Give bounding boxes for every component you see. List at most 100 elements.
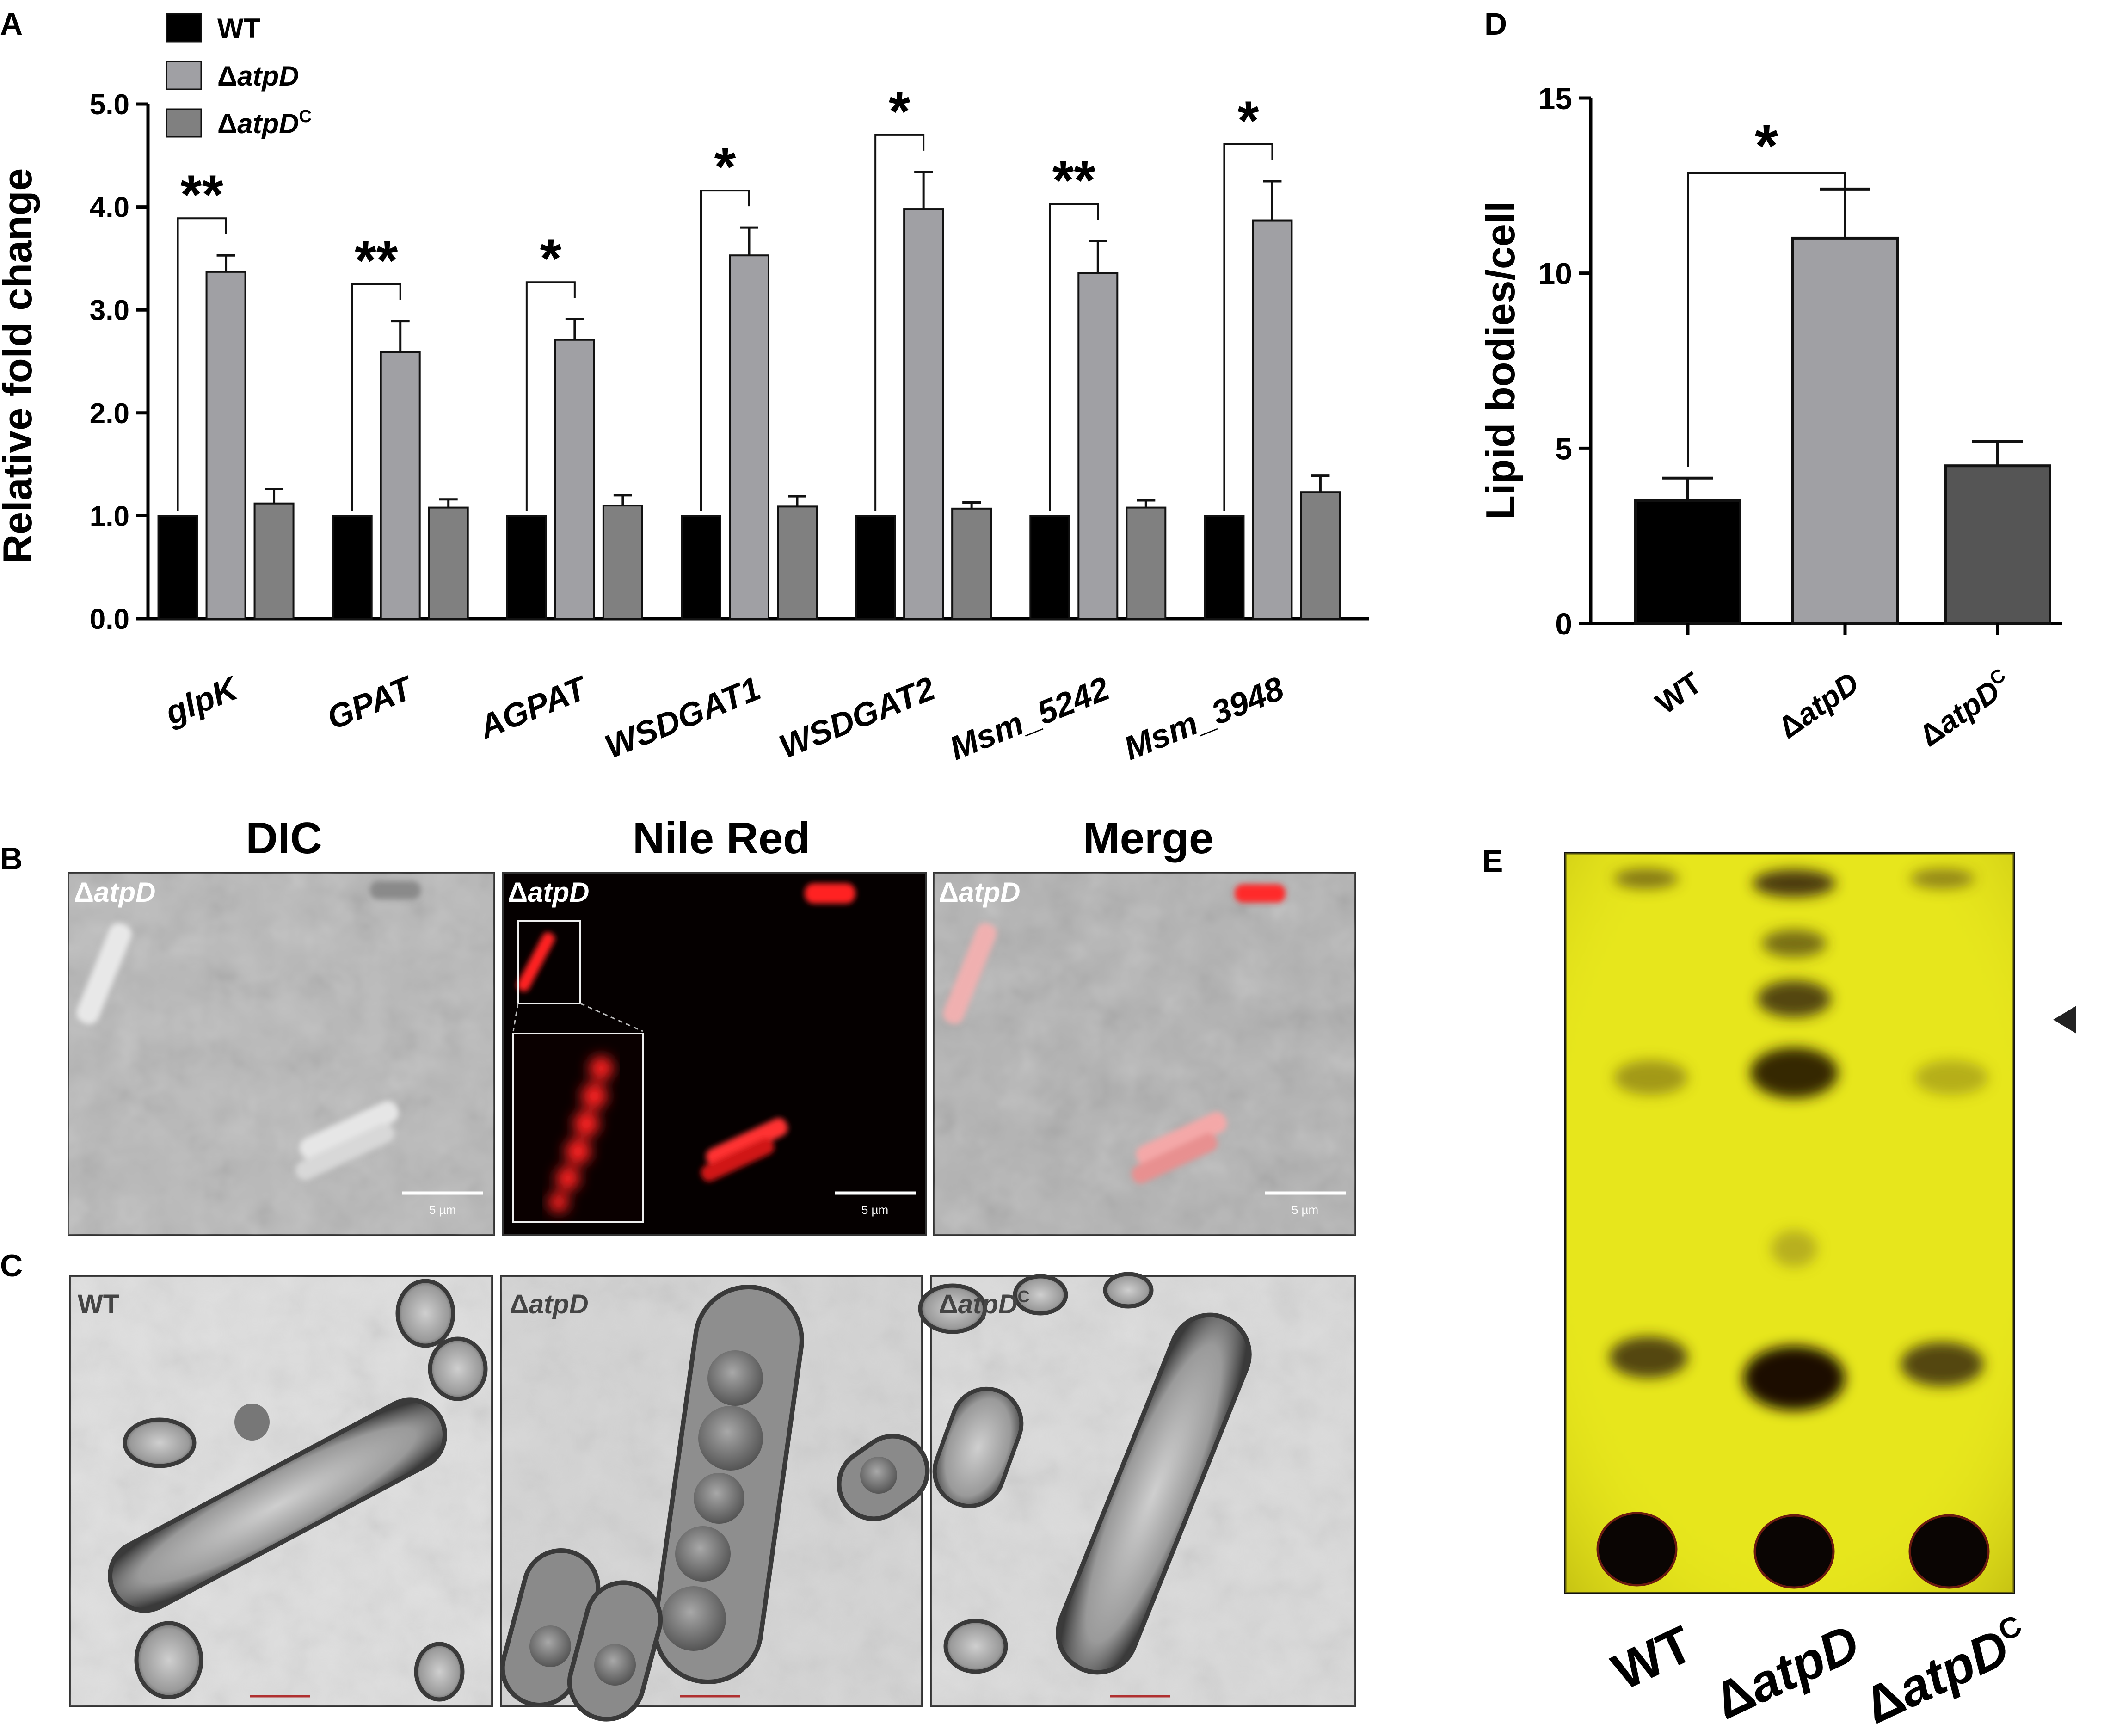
nile-red-scale-bar: 5 µm <box>835 1191 916 1217</box>
bar-glpK-2 <box>253 502 295 620</box>
chart-d-y-tick-label: 15 <box>1538 81 1572 116</box>
tlc-lane-wt: WT <box>1604 1615 1701 1701</box>
bar-WSDGAT1-0 <box>681 515 721 620</box>
chart-d-category-label: ΔatpD <box>1772 665 1865 745</box>
svg-text:5 µm: 5 µm <box>1292 1203 1318 1217</box>
panel-a: A 0.0 1.0 2.0 3.0 4.0 5.0 Relative fold change… <box>0 6 1369 767</box>
chart-a-category-label: WSDGAT2 <box>774 670 940 766</box>
significance-star: * <box>1237 90 1259 152</box>
chart-a-category-label: Msm_3948 <box>1119 670 1289 768</box>
merge-image <box>933 872 1356 1236</box>
bar-WSDGAT2-2 <box>951 507 992 620</box>
tlc-lane-atpd: ΔatpD <box>1705 1613 1868 1730</box>
bar-AGPAT-2 <box>602 505 643 620</box>
chart-d-y-tick-label: 0 <box>1555 607 1572 641</box>
legend-label: WT <box>217 13 260 44</box>
chart-d-category-label: ΔatpDC <box>1912 664 2018 753</box>
panel-letter-d: D <box>1484 6 1507 42</box>
bar-d-0 <box>1634 499 1741 625</box>
triangle-left-icon <box>2053 1006 2076 1034</box>
bar-WSDGAT1-2 <box>777 505 818 620</box>
chart-a-y-tick-label: 0.0 <box>90 603 129 635</box>
significance-star: ** <box>355 230 398 292</box>
chart-a-y-tick-label: 3.0 <box>90 295 129 326</box>
bar-glpK-0 <box>157 515 198 620</box>
panel-letter-a: A <box>0 6 23 42</box>
chart-a-y-axis-label: Relative fold change <box>0 168 40 564</box>
bar-AGPAT-0 <box>506 515 547 620</box>
significance-star: * <box>889 80 911 142</box>
chart-a-y-tick-label: 5.0 <box>90 89 129 121</box>
significance-star: * <box>1755 112 1778 179</box>
bar-WSDGAT1-1 <box>729 254 769 620</box>
chart-a-category-label: glpK <box>160 669 245 732</box>
dic-strain-label: ΔatpD <box>74 877 155 908</box>
tem-atpd-label: ΔatpD <box>510 1289 589 1319</box>
bar-Msm_3948-1 <box>1252 219 1293 620</box>
panel-letter-b: B <box>0 841 23 876</box>
bar-Msm_3948-2 <box>1300 491 1341 620</box>
chart-d: 0 5 10 15 Lipid bodies/cell WT ΔatpD ΔatpDC * <box>1477 81 2062 753</box>
bar-Msm_5242-2 <box>1126 506 1167 620</box>
bar-WSDGAT2-0 <box>855 515 896 620</box>
panel-b-title-dic: DIC <box>246 813 322 863</box>
panel-d: D 0 5 10 15 Lipid bodies/cell WT ΔatpD ΔatpDC * <box>1477 6 2062 753</box>
chart-a-category-label: Msm_5242 <box>945 670 1115 768</box>
tem-wt-image: WT <box>69 1275 493 1707</box>
bar-AGPAT-1 <box>554 339 595 620</box>
significance-bracket <box>1223 143 1273 511</box>
svg-text:ΔatpD: ΔatpD <box>74 877 155 908</box>
merge-scale-bar: 5 µm <box>1265 1191 1346 1217</box>
nile-red-image <box>502 872 927 1236</box>
chart-a-y-tick-label: 2.0 <box>90 398 129 430</box>
significance-bracket <box>700 190 750 511</box>
chart-a-y-tick-label: 1.0 <box>90 500 129 532</box>
nile-red-strain-label: ΔatpD <box>508 877 589 908</box>
svg-text:ΔatpD: ΔatpD <box>508 877 589 908</box>
chart-a-category-label: WSDGAT1 <box>600 670 766 766</box>
tem-atpd-image: ΔatpD <box>500 1275 930 1722</box>
chart-d-y-tick-label: 5 <box>1555 431 1572 466</box>
legend-swatch <box>166 13 202 43</box>
bar-d-2 <box>1944 464 2051 625</box>
bar-WSDGAT2-1 <box>903 208 944 620</box>
tem-wt-label: WT <box>78 1289 119 1319</box>
dic-scale-bar: 5 µm <box>402 1191 483 1217</box>
bar-GPAT-2 <box>428 506 469 620</box>
chart-a-category-label: AGPAT <box>473 669 594 746</box>
dic-image <box>68 872 495 1236</box>
svg-text:ΔatpD: ΔatpD <box>939 877 1020 908</box>
significance-bracket <box>177 217 227 511</box>
legend-swatch <box>166 108 202 138</box>
tem-atpdc-image: ΔatpDC <box>918 1272 1356 1707</box>
tlc-lane-atpdc: ΔatpDC <box>1855 1608 2037 1735</box>
significance-bracket <box>1049 203 1099 511</box>
bar-Msm_5242-0 <box>1029 515 1070 620</box>
merge-strain-label: ΔatpD <box>939 877 1020 908</box>
bar-Msm_5242-1 <box>1077 272 1119 620</box>
significance-star: ** <box>180 164 224 226</box>
panel-c: C WT <box>0 1248 1356 1722</box>
significance-star: * <box>540 228 562 289</box>
panel-letter-e: E <box>1482 843 1503 879</box>
significance-bracket <box>1687 172 1846 467</box>
bar-GPAT-0 <box>332 515 373 620</box>
chart-a-category-label: GPAT <box>322 669 419 737</box>
significance-bracket <box>525 281 576 511</box>
tlc-plate-image <box>1564 852 2015 1594</box>
bar-Msm_3948-0 <box>1204 515 1245 620</box>
chart-d-category-label: WT <box>1649 665 1708 720</box>
legend-label: ΔatpDC <box>217 107 312 139</box>
significance-star: ** <box>1052 149 1096 211</box>
bar-d-1 <box>1791 236 1899 625</box>
bar-glpK-1 <box>205 271 246 620</box>
tem-atpdc-label: ΔatpDC <box>939 1287 1030 1319</box>
significance-bracket <box>874 134 925 511</box>
panel-letter-c: C <box>0 1248 23 1283</box>
legend-swatch <box>166 61 202 90</box>
bar-GPAT-1 <box>380 351 421 620</box>
tlc-origin-spots <box>1596 1512 1990 1589</box>
chart-d-y-tick-label: 10 <box>1538 257 1572 291</box>
